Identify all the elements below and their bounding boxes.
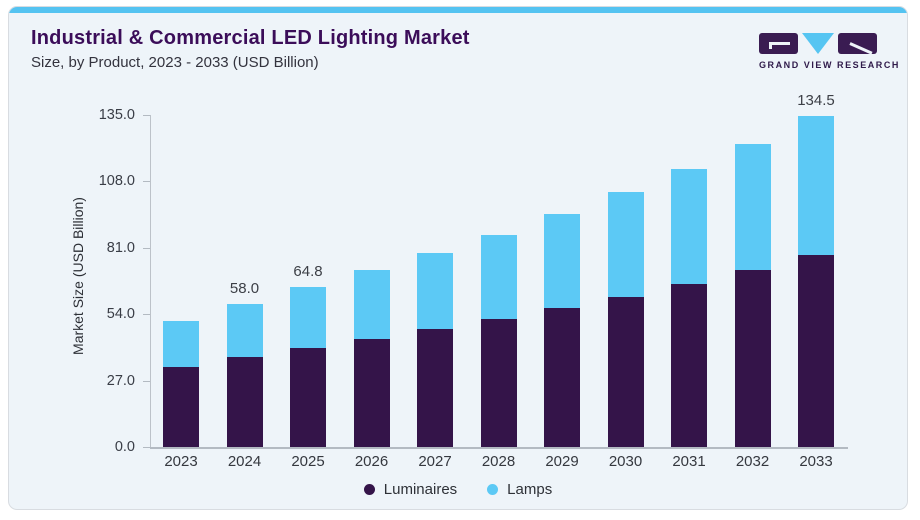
bar-segment-lamps	[353, 270, 390, 339]
x-tick-label: 2025	[291, 453, 325, 470]
page-subtitle: Size, by Product, 2023 - 2033 (USD Billi…	[31, 54, 319, 71]
x-tick-label: 2026	[354, 453, 389, 470]
bar-total-label: 58.0	[229, 280, 260, 298]
bar-segment-luminaires	[544, 308, 580, 447]
y-tick-label: 27.0	[106, 372, 135, 389]
logo-g-mark	[769, 42, 790, 45]
x-tick-label: 2031	[672, 453, 706, 470]
legend-label-lamps: Lamps	[507, 481, 553, 498]
y-tick	[143, 380, 150, 382]
bar-segment-lamps	[607, 192, 644, 297]
page-title: Industrial & Commercial LED Lighting Mar…	[31, 27, 470, 49]
bar-segment-luminaires	[671, 283, 707, 447]
bar-segment-lamps	[671, 168, 707, 284]
bar-segment-luminaires	[417, 329, 453, 447]
y-tick-label: 108.0	[98, 173, 135, 189]
y-axis-title: Market Size (USD Billion)	[70, 197, 86, 355]
bar-segment-lamps	[417, 252, 453, 330]
bar-segment-luminaires	[353, 338, 390, 447]
bar-segment-lamps	[734, 143, 771, 271]
legend-item-luminaires: Luminaires	[363, 481, 458, 498]
bar-segment-lamps	[226, 304, 263, 358]
y-tick-label: 0.0	[114, 439, 135, 455]
logo-caption: GRAND VIEW RESEARCH	[759, 60, 900, 70]
x-tick-label: 2029	[545, 453, 579, 470]
legend: Luminaires Lamps	[9, 481, 907, 498]
y-tick	[143, 447, 150, 448]
chart-card: Industrial & Commercial LED Lighting Mar…	[8, 6, 908, 510]
bar-total-label: 64.8	[293, 263, 323, 281]
y-tick	[143, 247, 150, 249]
logo-triangle-icon	[802, 33, 834, 54]
y-tick-label: 81.0	[106, 239, 135, 256]
bar-segment-luminaires	[798, 255, 834, 447]
bar-segment-lamps	[544, 214, 580, 309]
y-tick-label: 54.0	[106, 306, 135, 322]
logo-g-block	[759, 33, 798, 54]
top-accent-bar	[9, 7, 907, 13]
legend-swatch-luminaires	[363, 484, 375, 495]
x-tick-label: 2030	[608, 453, 643, 470]
bar-segment-luminaires	[480, 318, 517, 447]
logo-r-block	[838, 33, 877, 55]
y-tick	[143, 114, 150, 116]
legend-swatch-lamps	[487, 484, 499, 495]
logo-marks	[759, 33, 887, 55]
bar-segment-luminaires	[163, 367, 199, 447]
y-axis-line	[150, 114, 151, 447]
bar-segment-luminaires	[607, 296, 644, 447]
y-tick-label: 135.0	[98, 106, 135, 123]
bar-segment-luminaires	[226, 357, 263, 447]
x-tick-label: 2028	[481, 453, 516, 470]
x-tick-label: 2033	[799, 453, 833, 470]
x-axis-line	[150, 447, 848, 449]
grand-view-research-logo: GRAND VIEW RESEARCH	[759, 33, 900, 70]
x-tick-label: 2027	[418, 453, 452, 470]
bar-segment-lamps	[163, 320, 199, 368]
y-tick	[143, 181, 150, 182]
y-tick	[143, 314, 150, 315]
x-tick-label: 2032	[735, 453, 770, 470]
bar-segment-lamps	[480, 234, 517, 319]
bar-segment-lamps	[290, 287, 326, 349]
bar-total-label: 134.5	[797, 91, 835, 109]
legend-label-luminaires: Luminaires	[383, 481, 458, 498]
bar-segment-lamps	[798, 115, 834, 256]
x-tick-label: 2024	[227, 453, 262, 470]
bar-segment-luminaires	[290, 348, 326, 447]
legend-item-lamps: Lamps	[487, 481, 552, 498]
bar-segment-luminaires	[734, 270, 771, 447]
logo-g-mark-hook	[769, 45, 772, 49]
plot-area: Market Size (USD Billion) 0.0 27.0 54.0 81.…	[9, 7, 907, 509]
x-tick-label: 2023	[164, 453, 198, 470]
